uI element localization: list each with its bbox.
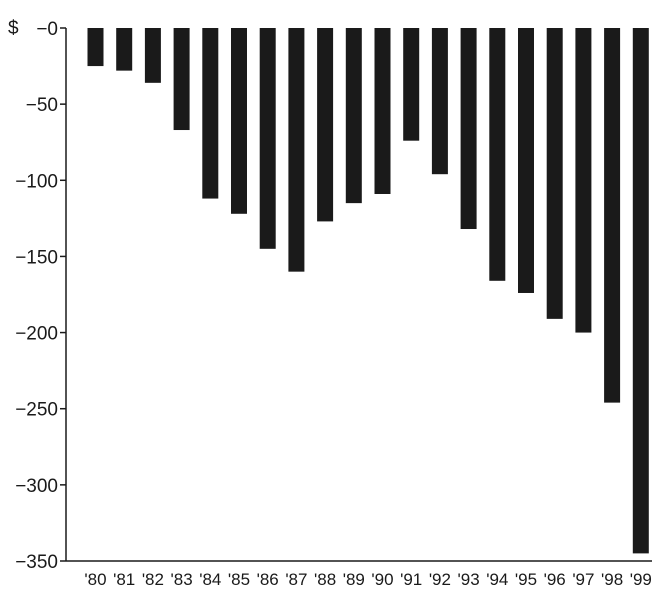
bar bbox=[87, 28, 104, 67]
x-tick-label: '91 bbox=[400, 570, 422, 589]
y-tick-label: −50 bbox=[26, 95, 58, 116]
bar bbox=[317, 28, 334, 222]
x-tick-label: '84 bbox=[199, 570, 221, 589]
y-tick-label: −0 bbox=[36, 19, 58, 40]
bar bbox=[575, 28, 592, 333]
bar bbox=[173, 28, 190, 131]
bar bbox=[374, 28, 391, 194]
x-tick-label: '92 bbox=[429, 570, 451, 589]
y-tick-label: −250 bbox=[15, 400, 58, 421]
x-tick-label: '82 bbox=[142, 570, 164, 589]
bar bbox=[288, 28, 305, 272]
y-ticks: −0 −50 −100 −150 −200 −250 −300 −350 bbox=[15, 19, 66, 573]
y-tick-label: −100 bbox=[15, 171, 58, 192]
bar bbox=[518, 28, 534, 293]
x-tick-label: '81 bbox=[113, 570, 135, 589]
x-tick-label: '89 bbox=[343, 570, 365, 589]
bar bbox=[460, 28, 477, 230]
bar bbox=[546, 28, 563, 319]
bar bbox=[345, 28, 362, 204]
x-tick-label: '94 bbox=[486, 570, 508, 589]
x-tick-label: '80 bbox=[84, 570, 106, 589]
x-tick-label: '86 bbox=[257, 570, 279, 589]
bar bbox=[403, 28, 420, 141]
x-tick-label: '90 bbox=[371, 570, 393, 589]
x-tick-label: '99 bbox=[630, 570, 652, 589]
x-tick-label: '98 bbox=[601, 570, 623, 589]
x-tick-label: '95 bbox=[515, 570, 537, 589]
y-tick-label: −300 bbox=[15, 476, 58, 497]
x-tick-label: '83 bbox=[171, 570, 193, 589]
bar bbox=[116, 28, 133, 71]
bar bbox=[489, 28, 506, 281]
x-tick-label: '96 bbox=[544, 570, 566, 589]
x-tick-label: '85 bbox=[228, 570, 250, 589]
x-tick-labels: '80 '81 '82 '83 '84 '85 '86 '87 '88 '89 '90 '91 '92 '… bbox=[84, 570, 651, 589]
y-tick-label: −350 bbox=[15, 552, 58, 573]
bar bbox=[231, 28, 247, 214]
x-tick-label: '88 bbox=[314, 570, 336, 589]
y-tick-label: −150 bbox=[15, 247, 58, 268]
bar bbox=[202, 28, 219, 199]
x-tick-label: '97 bbox=[572, 570, 594, 589]
y-tick-label: −200 bbox=[15, 324, 58, 345]
x-tick-label: '93 bbox=[458, 570, 480, 589]
bar bbox=[144, 28, 161, 83]
bar bbox=[431, 28, 448, 175]
bar bbox=[604, 28, 621, 403]
bar bbox=[259, 28, 276, 249]
x-tick-label: '87 bbox=[285, 570, 307, 589]
bars bbox=[87, 28, 649, 554]
bar bbox=[632, 28, 649, 554]
y-unit-label: $ bbox=[8, 18, 19, 39]
